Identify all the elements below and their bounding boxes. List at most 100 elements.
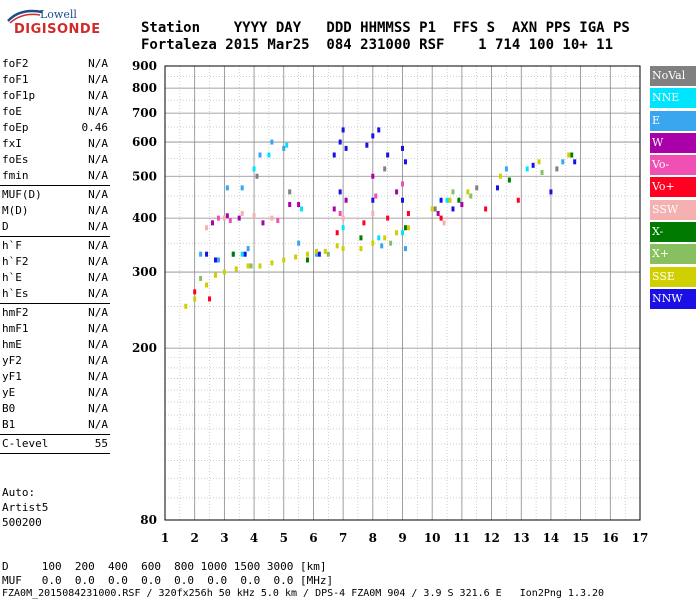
x-tick-label: 1 bbox=[161, 531, 169, 545]
data-point-w bbox=[211, 220, 214, 226]
param-row-hf: h`F N/A bbox=[0, 239, 110, 255]
param-row-md: M(D) N/A bbox=[0, 204, 110, 220]
data-point-vo bbox=[193, 289, 197, 295]
muf-row: MUF 0.0 0.0 0.0 0.0 0.0 0.0 0.0 0.0 [MHz… bbox=[2, 574, 334, 587]
data-point-nnw bbox=[243, 251, 247, 257]
param-name: B0 bbox=[2, 402, 16, 415]
data-point-x bbox=[249, 263, 253, 269]
data-point-noval bbox=[255, 173, 259, 179]
param-name: foF2 bbox=[2, 57, 29, 70]
y-tick-label: 800 bbox=[132, 81, 157, 95]
param-row-hme: hmE N/A bbox=[0, 338, 110, 354]
auto-label: Auto: bbox=[2, 486, 36, 499]
data-point-e bbox=[199, 251, 203, 257]
y-tick-label: 700 bbox=[132, 106, 157, 120]
param-row-foe: foE N/A bbox=[0, 105, 110, 121]
data-point-x bbox=[403, 225, 407, 231]
y-tick-label: 600 bbox=[132, 135, 157, 149]
data-point-nnw bbox=[531, 162, 535, 168]
param-row-ye: yE N/A bbox=[0, 386, 110, 402]
data-point-sse bbox=[282, 257, 286, 263]
digisonde-logo: Lowell DIGISONDE bbox=[4, 6, 100, 42]
data-point-nnw bbox=[341, 127, 345, 133]
legend-item-e: E bbox=[650, 110, 696, 131]
param-name: foEp bbox=[2, 121, 29, 134]
data-point-sse bbox=[406, 225, 410, 231]
param-row-foes: foEs N/A bbox=[0, 153, 110, 169]
data-point-e bbox=[380, 243, 384, 249]
data-point-vo bbox=[228, 217, 232, 223]
data-point-nnw bbox=[371, 197, 375, 203]
data-point-vo bbox=[335, 230, 339, 236]
data-point-sse bbox=[294, 254, 298, 260]
data-point-ssw bbox=[240, 210, 244, 216]
data-point-vo bbox=[216, 215, 220, 221]
data-point-e bbox=[216, 257, 220, 263]
param-value: N/A bbox=[88, 386, 108, 399]
y-tick-label: 500 bbox=[132, 169, 157, 183]
data-point-sse bbox=[341, 246, 345, 252]
param-name: foF1p bbox=[2, 89, 36, 102]
y-tick-label: 900 bbox=[132, 59, 157, 73]
param-value: N/A bbox=[88, 73, 108, 86]
data-point-vo bbox=[484, 206, 488, 212]
legend-item-x: X+ bbox=[650, 244, 696, 265]
x-tick-label: 2 bbox=[191, 531, 199, 545]
param-name: h`F bbox=[2, 239, 22, 252]
x-tick-label: 6 bbox=[309, 531, 317, 545]
x-tick-label: 4 bbox=[250, 531, 258, 545]
param-name: foEs bbox=[2, 153, 29, 166]
legend-item-sse: SSE bbox=[650, 266, 696, 287]
param-row-hmf1: hmF1 N/A bbox=[0, 322, 110, 338]
x-tick-label: 12 bbox=[483, 531, 500, 545]
data-point-vo bbox=[338, 210, 342, 216]
data-point-noval bbox=[383, 166, 387, 172]
data-point-sse bbox=[306, 251, 309, 257]
data-point-vo bbox=[516, 197, 520, 203]
data-point-sse bbox=[193, 296, 197, 302]
data-point-x bbox=[457, 197, 461, 203]
distance-row: D 100 200 400 600 800 1000 1500 3000 [km… bbox=[2, 560, 327, 573]
param-value: N/A bbox=[88, 105, 108, 118]
data-point-ssw bbox=[222, 215, 226, 221]
data-point-x bbox=[507, 177, 511, 183]
param-value: N/A bbox=[88, 169, 108, 182]
param-name: h`Es bbox=[2, 287, 29, 300]
legend-item-x: X- bbox=[650, 222, 696, 243]
data-point-noval bbox=[433, 206, 437, 212]
data-point-sse bbox=[213, 272, 217, 278]
data-point-e bbox=[258, 152, 262, 158]
data-point-nnw bbox=[401, 197, 404, 203]
y-tick-label: 300 bbox=[132, 265, 157, 279]
data-point-nne bbox=[401, 230, 404, 236]
param-value: N/A bbox=[88, 354, 108, 367]
data-point-e bbox=[270, 139, 274, 145]
data-point-x bbox=[199, 275, 203, 281]
data-point-nnw bbox=[401, 145, 404, 151]
data-point-nnw bbox=[371, 133, 375, 139]
x-tick-label: 17 bbox=[632, 531, 649, 545]
data-point-w bbox=[332, 206, 336, 212]
data-point-sse bbox=[270, 260, 274, 266]
data-point-nnw bbox=[344, 145, 348, 151]
plot-frame bbox=[164, 65, 641, 521]
legend-item-noval: NoVal bbox=[650, 66, 696, 86]
file-info-row: FZA0M_2015084231000.RSF / 320fx256h 50 k… bbox=[2, 588, 605, 599]
data-point-e bbox=[314, 251, 318, 257]
data-point-w bbox=[460, 202, 464, 208]
data-point-x bbox=[469, 193, 473, 199]
data-point-sse bbox=[184, 303, 188, 309]
legend-item-vo: Vo- bbox=[650, 155, 696, 176]
param-row-fxi: fxI N/A bbox=[0, 137, 110, 153]
data-point-x bbox=[451, 189, 455, 195]
data-point-nne bbox=[285, 142, 289, 148]
param-row-b0: B0 N/A bbox=[0, 402, 110, 418]
data-point-nnw bbox=[205, 251, 209, 257]
data-point-ssw bbox=[442, 220, 446, 226]
data-point-e bbox=[282, 145, 286, 151]
param-row-foep: foEp 0.46 bbox=[0, 121, 110, 137]
x-tick-label: 10 bbox=[424, 531, 441, 545]
data-point-sse bbox=[258, 263, 262, 269]
x-tick-label: 14 bbox=[543, 531, 560, 545]
